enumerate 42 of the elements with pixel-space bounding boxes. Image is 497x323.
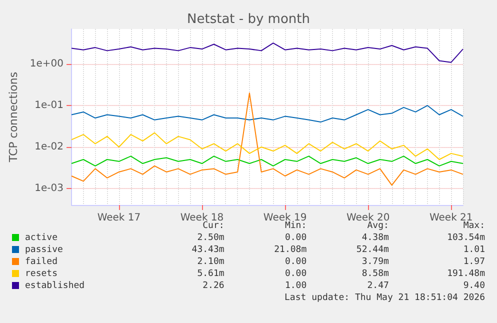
legend-label: established	[24, 280, 86, 292]
text: 2.10m	[196, 256, 224, 268]
legend-label: passive	[24, 244, 64, 256]
text: 2.50m	[196, 232, 224, 244]
text: Last update: Thu May 21 18:51:04 2026	[284, 292, 485, 304]
text: 2.26	[202, 280, 224, 292]
text: 52.44m	[355, 244, 389, 256]
text: 43.43m	[190, 244, 224, 256]
y-tick-label: 1e-02	[34, 142, 64, 153]
text: 1.00	[284, 280, 307, 292]
y-tick-label: 1e-03	[34, 182, 64, 194]
text: Max:	[462, 220, 485, 232]
line-series	[71, 42, 464, 63]
text: 2.47	[366, 280, 389, 292]
text: 4.38m	[360, 232, 389, 244]
text: 191.48m	[446, 268, 485, 280]
line-series	[71, 156, 464, 166]
x-tick-label: Week 17	[97, 212, 141, 224]
text: 21.08m	[273, 244, 307, 256]
legend-label: resets	[24, 268, 59, 280]
text: Cur:	[202, 221, 224, 232]
legend-label: failed	[24, 256, 59, 268]
text: 3.79m	[360, 256, 389, 268]
text: 103.54m	[446, 232, 485, 244]
text: 0.00	[284, 256, 307, 268]
text: 8.58m	[360, 268, 389, 280]
text: 0.00	[284, 232, 307, 244]
text: 0.00	[284, 268, 307, 280]
y-tick-label: 1e+00	[30, 58, 64, 70]
y-axis-title: TCP connections	[7, 72, 20, 164]
text: 1.97	[462, 256, 485, 268]
text: Avg:	[366, 221, 389, 232]
y-tick-label: 1e-01	[34, 100, 64, 112]
text: 1.01	[462, 244, 485, 256]
legend-label: active	[24, 232, 59, 244]
line-series	[71, 92, 464, 186]
text: 5.61m	[196, 268, 224, 280]
line-series	[71, 105, 464, 123]
text: Min:	[284, 221, 307, 232]
line-series	[71, 132, 464, 160]
chart-title: Netstat - by month	[187, 12, 310, 27]
text: 9.40	[462, 280, 485, 292]
